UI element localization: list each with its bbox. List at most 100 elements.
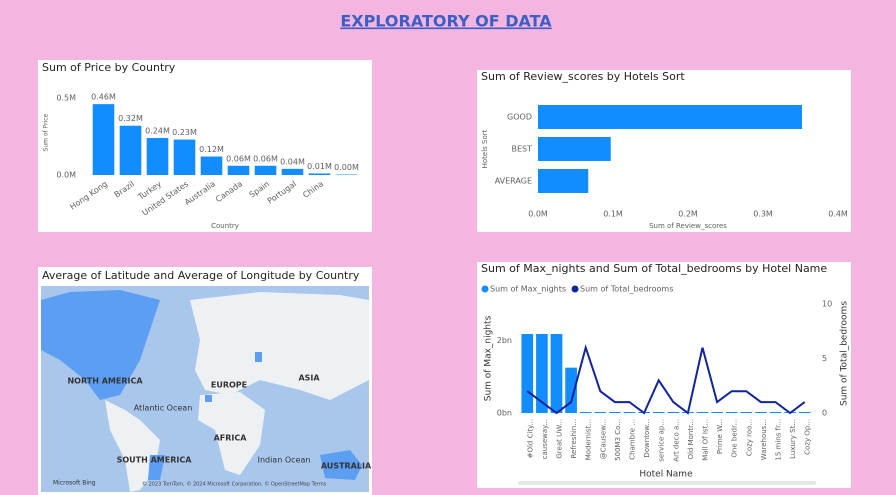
x-axis-label: Hotel Name [639,470,693,480]
y-tick-label: GOOD [507,113,532,122]
land [190,292,369,400]
bar [798,412,811,413]
y-axis-label: Hotels Sort [481,129,489,168]
x-tick-label: 500M3 Co... [614,419,622,461]
map-label: EUROPE [211,381,247,390]
y-axis-label: Sum of Price [43,114,50,152]
bar [536,333,548,413]
bar [200,156,223,175]
line [526,344,806,415]
map-label: Atlantic Ocean [134,404,193,413]
bar [173,139,196,175]
x-tick-label: Refreshin... [570,419,578,459]
bar [711,412,723,413]
y-tick-label: AVERAGE [495,177,532,186]
x-tick-label: Great UW... [556,419,564,459]
bar [538,105,802,129]
y-tick-label: 0.5M [56,94,76,103]
x-tick-label: causeway... [541,419,549,459]
y-tick-label: 0.0M [56,171,76,180]
map-label: AUSTRALIA [321,462,372,471]
page-title: EXPLORATORY OF DATA [340,12,552,31]
x-tick-label: Modernist... [585,419,593,460]
y2-tick-label: 10 [822,300,832,309]
land [105,400,160,492]
scrollbar [518,481,816,485]
bar [594,412,607,413]
y-tick-label: BEST [511,145,532,154]
bar [146,138,169,175]
x-tick-label: 0.2M [678,210,698,219]
map-label: SOUTH AMERICA [117,456,193,465]
x-tick-label: Prime W... [716,419,724,454]
x-tick-label: 0.0M [528,210,548,219]
data-label: 0.46M [91,93,116,102]
data-label: 0.01M [307,162,332,171]
bar [308,173,331,175]
bar [740,412,753,413]
map-copyright: © 2023 TomTom, © 2024 Microsoft Corporat… [142,481,327,488]
x-tick-label: 0.1M [603,210,623,219]
bar [227,165,250,175]
x-tick-label: One bedr... [731,419,739,458]
x-tick-label: 0.3M [753,210,773,219]
x-tick-label: Mall Of Ist... [702,419,710,461]
data-label: 0.06M [253,154,278,163]
x-tick-label: 15 mins fr... [775,419,783,461]
bar [696,412,709,413]
x-tick-label: Old Montr... [687,419,695,460]
x-tick-label: service ap... [658,419,666,462]
x-tick-label: Cozy Op... [804,419,812,455]
x-tick-label: Luxury St... [789,419,797,459]
data-label: 0.04M [280,157,305,166]
y-axis-label: Sum of Max_nights [484,315,494,401]
data-label: 0.06M [226,154,251,163]
x-axis-label: Sum of Review_scores [649,222,727,230]
legend-marker [481,285,489,293]
chart-title: Sum of Max_nights and Sum of Total_bedro… [481,262,827,275]
x-tick-label: Warehous... [760,419,768,460]
y-tick-label: 0bn [497,409,512,418]
map-logo: Microsoft Bing [53,480,96,487]
legend-label: Sum of Max_nights [490,285,566,294]
y2-tick-label: 5 [822,354,827,363]
bar [538,169,589,193]
land [41,290,160,400]
map: Average of Latitude and Average of Longi… [41,269,372,492]
y2-axis-label: Sum of Total_bedrooms [840,301,850,406]
x-tick-label: Cozy roo... [745,419,753,456]
map-label: AFRICA [214,434,248,443]
data-label: 0.24M [145,127,170,136]
x-tick-label: #Old City... [526,419,534,458]
legend-label: Sum of Total_bedrooms [580,285,673,294]
x-tick-label: @Causew... [599,419,607,459]
data-label: 0.32M [118,114,143,123]
bar [281,168,304,175]
bar [579,412,592,413]
land [198,392,265,475]
y2-tick-label: 0 [822,409,827,418]
map-label: NORTH AMERICA [67,377,143,386]
bar [623,412,636,413]
y-tick-label: 2bn [497,336,512,345]
map-title: Average of Latitude and Average of Longi… [42,269,360,282]
bar [652,412,665,413]
data-label: 0.00M [334,163,359,172]
bar [550,333,563,413]
chart-title: Sum of Price by Country [42,61,176,74]
bar [769,412,782,413]
bar [538,137,611,161]
map-label: ASIA [298,374,320,383]
bar [254,165,277,175]
x-tick-label: Art deco a... [672,419,680,462]
x-tick-label: Downtow... [643,419,651,458]
bar [119,125,142,175]
data-label: 0.23M [172,128,197,137]
bar [755,412,767,413]
bar [725,412,738,413]
x-axis-label: Country [211,222,239,230]
data-label: 0.12M [199,145,224,154]
bar [609,412,621,413]
land [320,450,362,480]
